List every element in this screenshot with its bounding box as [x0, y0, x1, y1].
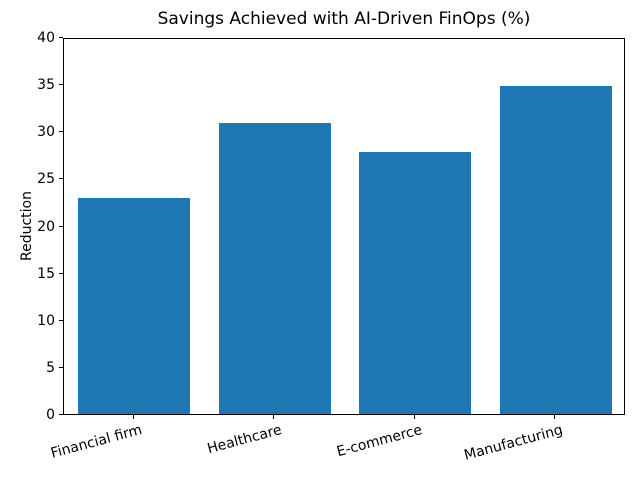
y-tick-mark: [59, 414, 63, 415]
y-tick-label: 35: [37, 77, 55, 94]
x-tick-mark: [132, 415, 134, 419]
x-tick-label: Manufacturing: [462, 422, 565, 464]
chart-title: Savings Achieved with AI-Driven FinOps (…: [157, 9, 531, 29]
y-tick-label: 30: [37, 124, 55, 141]
y-tick-label: 5: [46, 359, 55, 376]
y-tick-mark: [59, 84, 63, 86]
x-tick-label: E-commerce: [335, 422, 425, 461]
x-tick-mark: [554, 415, 556, 419]
y-tick-mark: [59, 225, 63, 227]
y-tick-mark: [59, 319, 63, 321]
y-tick-label: 15: [37, 265, 55, 282]
y-tick-mark: [59, 272, 63, 274]
bar-manufacturing: [499, 85, 612, 414]
bar-healthcare: [218, 123, 331, 414]
y-tick-label: 40: [37, 30, 55, 46]
y-tick-mark: [59, 131, 63, 133]
x-tick-mark: [273, 415, 275, 419]
y-tick-mark: [59, 37, 63, 38]
y-tick-label: 0: [46, 407, 55, 423]
y-tick-mark: [59, 366, 63, 368]
bar-e-commerce: [359, 151, 472, 414]
y-tick-mark: [59, 178, 63, 180]
x-tick-label: Financial firm: [48, 422, 144, 462]
y-tick-label: 20: [37, 218, 55, 235]
plot-area: [63, 38, 625, 415]
x-tick-mark: [413, 415, 415, 419]
x-tick-label: Healthcare: [206, 422, 284, 458]
y-tick-label: 25: [37, 171, 55, 188]
y-tick-label: 10: [37, 312, 55, 329]
bar-financial-firm: [78, 198, 191, 414]
